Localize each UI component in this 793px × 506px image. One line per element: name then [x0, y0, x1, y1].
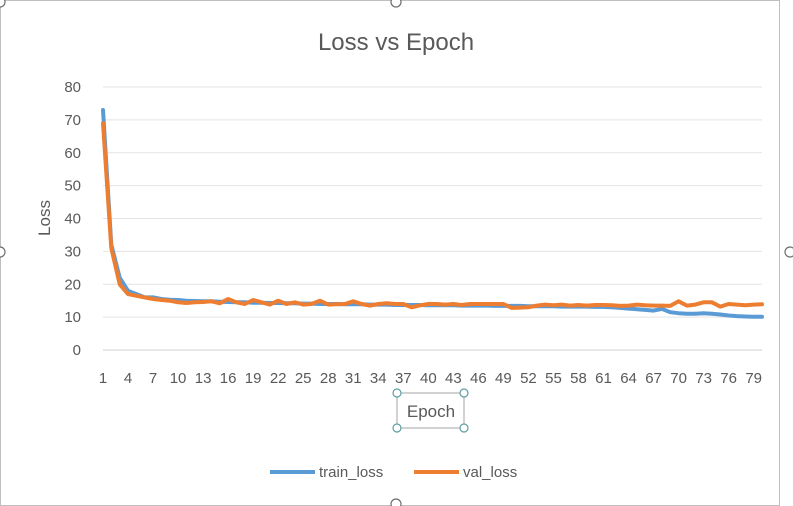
y-tick-label: 60	[64, 145, 81, 162]
resize-handle[interactable]	[459, 388, 469, 398]
resize-handle[interactable]	[392, 388, 402, 398]
y-axis-title[interactable]: Loss	[35, 200, 54, 236]
x-tick-label: 55	[545, 370, 562, 387]
x-tick-label: 64	[620, 370, 637, 387]
x-tick-label: 25	[295, 370, 312, 387]
x-axis-title[interactable]: Epoch	[407, 402, 455, 421]
y-tick-label: 50	[64, 178, 81, 195]
y-tick-label: 0	[73, 342, 81, 359]
series-lines	[101, 108, 764, 319]
x-tick-label: 61	[595, 370, 612, 387]
resize-handle[interactable]	[459, 423, 469, 433]
resize-handle[interactable]	[392, 423, 402, 433]
x-tick-label: 37	[395, 370, 412, 387]
legend[interactable]: train_loss val_loss	[270, 464, 517, 481]
x-tick-label: 31	[345, 370, 362, 387]
x-tick-label: 16	[220, 370, 237, 387]
x-tick-label: 28	[320, 370, 337, 387]
x-tick-label: 46	[470, 370, 487, 387]
x-tick-label: 13	[195, 370, 212, 387]
y-tick-label: 80	[64, 79, 81, 96]
chart-resize-handle[interactable]	[0, 0, 6, 8]
gridlines	[103, 86, 762, 351]
chart-resize-handle[interactable]	[390, 0, 402, 8]
legend-label-val_loss[interactable]: val_loss	[463, 464, 517, 481]
x-tick-label: 73	[695, 370, 712, 387]
y-tick-label: 30	[64, 243, 81, 260]
x-tick-label: 76	[720, 370, 737, 387]
y-tick-label: 70	[64, 112, 81, 129]
x-tick-label: 19	[245, 370, 262, 387]
chart-resize-handle[interactable]	[390, 498, 402, 506]
chart-resize-handle[interactable]	[784, 246, 793, 258]
y-tick-label: 20	[64, 276, 81, 293]
x-tick-label: 34	[370, 370, 387, 387]
x-tick-label: 52	[520, 370, 537, 387]
x-axis: 1 4 7 10 13 16 19 22 25 28 31 34 37 40 43 46 49 52 55 58 61 6…	[99, 370, 762, 387]
x-tick-label: 4	[124, 370, 132, 387]
x-tick-label: 1	[99, 370, 107, 387]
x-tick-label: 22	[270, 370, 287, 387]
x-tick-label: 40	[420, 370, 437, 387]
y-tick-label: 10	[64, 309, 81, 326]
y-axis: 0 10 20 30 40 50 60 70 80	[64, 79, 81, 359]
x-tick-label: 49	[495, 370, 512, 387]
chart-title[interactable]: Loss vs Epoch	[318, 29, 474, 56]
x-tick-label: 10	[170, 370, 187, 387]
x-axis-title-selection-border	[396, 392, 465, 429]
y-tick-label: 40	[64, 211, 81, 228]
x-tick-label: 70	[670, 370, 687, 387]
x-axis-title-box[interactable]: Epoch	[392, 388, 469, 433]
x-tick-label: 67	[645, 370, 662, 387]
legend-label-train_loss[interactable]: train_loss	[319, 464, 383, 481]
x-tick-label: 43	[445, 370, 462, 387]
x-tick-label: 7	[149, 370, 157, 387]
x-tick-label: 79	[745, 370, 762, 387]
series-line-val_loss[interactable]	[101, 121, 764, 310]
x-tick-label: 58	[570, 370, 587, 387]
chart-resize-handle[interactable]	[0, 246, 6, 258]
